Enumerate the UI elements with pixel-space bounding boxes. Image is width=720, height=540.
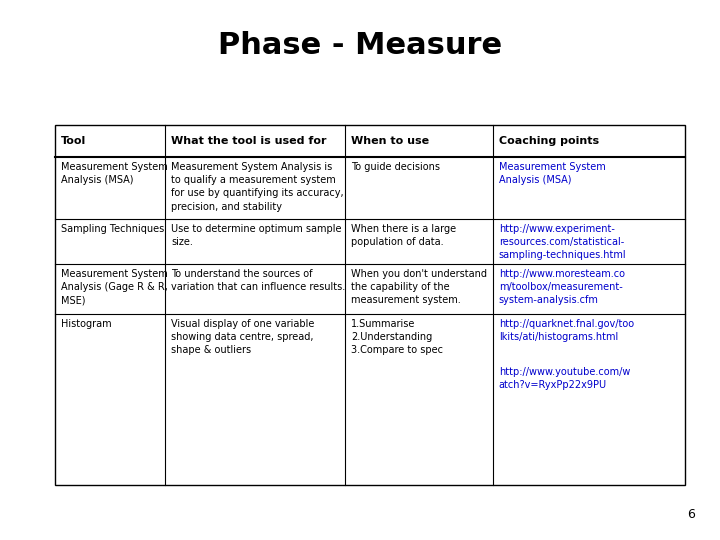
Text: Measurement System
Analysis (Gage R & R,
MSE): Measurement System Analysis (Gage R & R,… bbox=[61, 269, 168, 306]
Text: http://quarknet.fnal.gov/too
lkits/ati/histograms.html: http://quarknet.fnal.gov/too lkits/ati/h… bbox=[499, 319, 634, 342]
Text: http://www.moresteam.co
m/toolbox/measurement-
system-analysis.cfm: http://www.moresteam.co m/toolbox/measur… bbox=[499, 269, 625, 306]
Bar bbox=[55, 125, 685, 485]
Text: Sampling Techniques: Sampling Techniques bbox=[61, 224, 164, 234]
Text: Phase - Measure: Phase - Measure bbox=[218, 30, 502, 59]
Text: Measurement System
Analysis (MSA): Measurement System Analysis (MSA) bbox=[499, 162, 606, 185]
Text: http://www.youtube.com/w
atch?v=RyxPp22x9PU: http://www.youtube.com/w atch?v=RyxPp22x… bbox=[499, 367, 630, 390]
Text: When to use: When to use bbox=[351, 136, 429, 146]
Text: Coaching points: Coaching points bbox=[499, 136, 599, 146]
Text: Measurement System
Analysis (MSA): Measurement System Analysis (MSA) bbox=[61, 162, 168, 185]
Text: When you don't understand
the capability of the
measurement system.: When you don't understand the capability… bbox=[351, 269, 487, 306]
Text: Visual display of one variable
showing data centre, spread,
shape & outliers: Visual display of one variable showing d… bbox=[171, 319, 315, 355]
Text: To understand the sources of
variation that can influence results.: To understand the sources of variation t… bbox=[171, 269, 346, 292]
Text: To guide decisions: To guide decisions bbox=[351, 162, 440, 172]
Text: 6: 6 bbox=[687, 509, 695, 522]
Text: 1.Summarise
2.Understanding
3.Compare to spec: 1.Summarise 2.Understanding 3.Compare to… bbox=[351, 319, 443, 355]
Text: Use to determine optimum sample
size.: Use to determine optimum sample size. bbox=[171, 224, 342, 247]
Text: What the tool is used for: What the tool is used for bbox=[171, 136, 327, 146]
Text: Measurement System Analysis is
to qualify a measurement system
for use by quanti: Measurement System Analysis is to qualif… bbox=[171, 162, 344, 212]
Text: http://www.experiment-
resources.com/statistical-
sampling-techniques.html: http://www.experiment- resources.com/sta… bbox=[499, 224, 626, 260]
Text: Tool: Tool bbox=[61, 136, 86, 146]
Text: When there is a large
population of data.: When there is a large population of data… bbox=[351, 224, 456, 247]
Text: Histogram: Histogram bbox=[61, 319, 112, 329]
